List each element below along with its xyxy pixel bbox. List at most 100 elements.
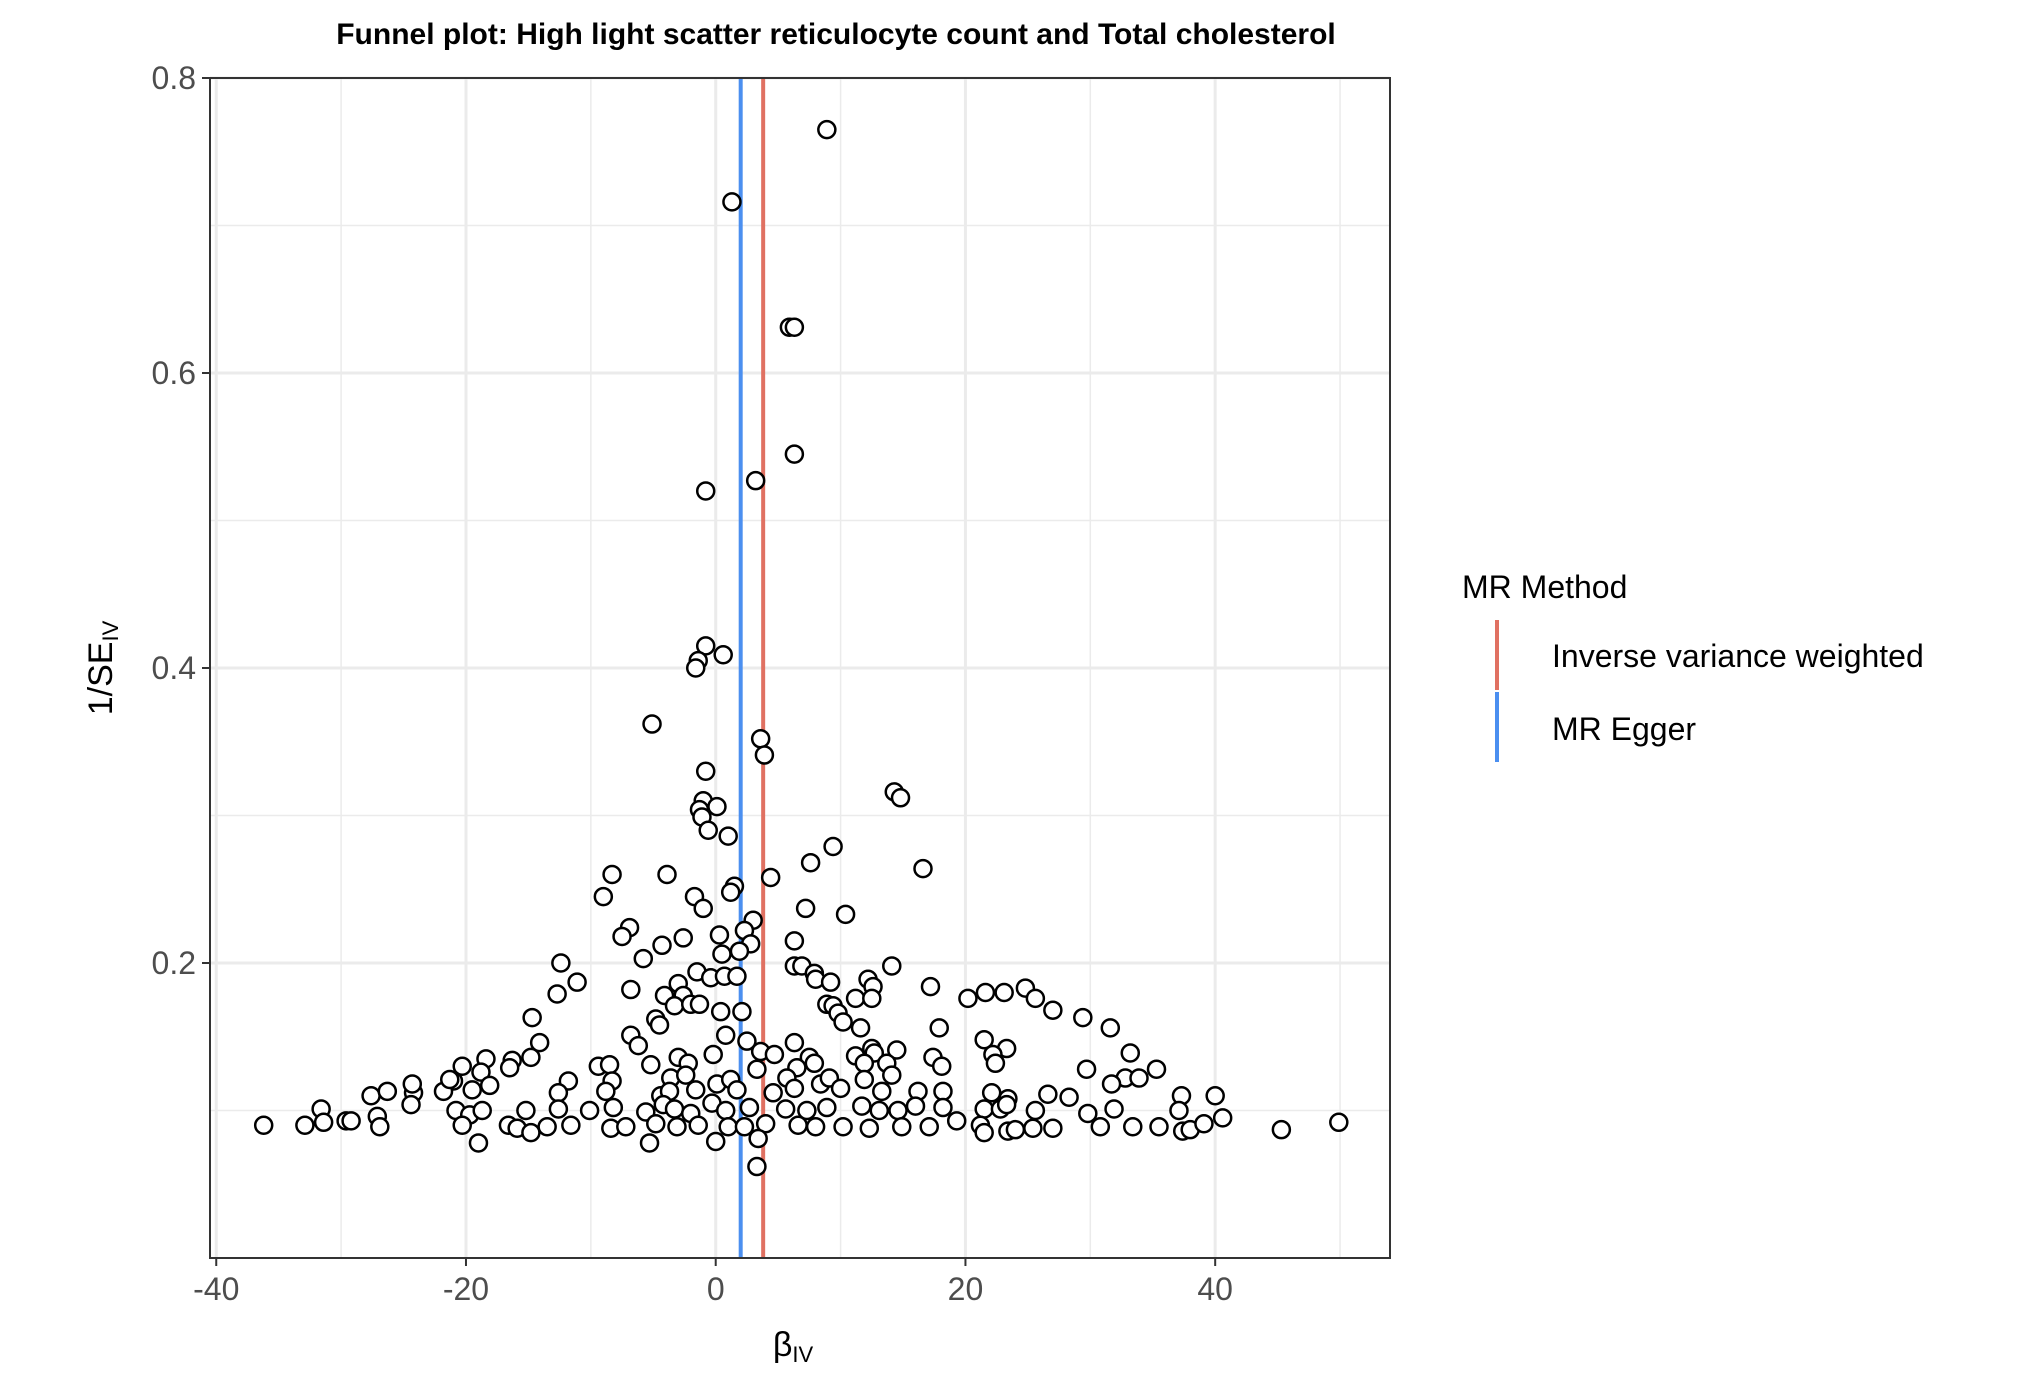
data-point: [888, 1100, 908, 1121]
data-point: [664, 1099, 685, 1119]
data-point: [929, 1018, 949, 1038]
data-point: [727, 1080, 747, 1100]
legend-label-mr-egger: MR Egger: [1552, 711, 1696, 747]
data-point: [537, 1116, 557, 1137]
data-point: [919, 1116, 939, 1137]
data-point: [981, 1083, 1002, 1103]
data-point: [933, 1097, 953, 1118]
data-point: [1023, 1118, 1043, 1138]
y-axis-title-main: 1/SE: [82, 642, 120, 716]
data-point: [688, 1115, 708, 1135]
data-point: [974, 1122, 994, 1143]
reference-lines: [738, 78, 766, 1258]
data-point: [882, 1065, 902, 1085]
data-point: [579, 1100, 600, 1121]
x-axis-ticks: -40 -20 0 20 40: [193, 1258, 1233, 1307]
data-point: [1090, 1116, 1111, 1137]
data-point: [974, 1099, 994, 1119]
data-point: [820, 972, 841, 992]
data-point: [817, 119, 837, 140]
data-point: [931, 1056, 952, 1076]
data-point: [628, 1035, 649, 1056]
data-point: [850, 1018, 871, 1038]
data-point: [764, 1044, 785, 1065]
data-point: [370, 1116, 390, 1137]
data-point: [602, 864, 622, 885]
data-point: [599, 1055, 620, 1075]
data-point: [1005, 1119, 1026, 1140]
data-point: [1146, 1059, 1167, 1079]
data-point: [1271, 1119, 1292, 1140]
data-point: [920, 976, 941, 997]
data-point: [695, 761, 716, 781]
data-point: [499, 1057, 520, 1078]
data-point: [616, 1116, 636, 1137]
data-point: [854, 1069, 875, 1090]
data-point: [705, 1131, 726, 1152]
legend-title: MR Method: [1462, 569, 1627, 605]
data-point: [913, 858, 933, 879]
data-point: [439, 1069, 460, 1090]
data-point: [313, 1112, 334, 1133]
y-tick-label: 0.2: [152, 945, 196, 981]
data-point: [646, 1114, 666, 1134]
data-point: [361, 1086, 381, 1106]
data-point: [805, 1116, 826, 1137]
data-point: [1043, 1000, 1063, 1020]
data-point: [750, 729, 771, 749]
data-point: [479, 1075, 500, 1096]
data-point: [892, 1116, 912, 1137]
legend: MR Method Inverse variance weighted MR E…: [1462, 569, 1924, 762]
data-point: [621, 979, 641, 1000]
x-tick-label: 0: [707, 1271, 725, 1307]
data-point: [823, 836, 843, 857]
x-axis-title-subscript: IV: [792, 1342, 813, 1367]
y-axis-title-subscript: IV: [98, 620, 123, 641]
data-point: [675, 1065, 696, 1085]
data-point: [784, 317, 805, 338]
data-point: [551, 953, 571, 973]
data-point: [377, 1081, 398, 1102]
data-point: [958, 988, 978, 1009]
data-point: [561, 1115, 581, 1135]
data-point: [996, 1094, 1017, 1115]
data-point: [516, 1100, 536, 1121]
data-point: [859, 1118, 880, 1138]
x-axis-title-main: β: [773, 1326, 793, 1364]
data-point: [775, 1099, 796, 1119]
data-point: [862, 988, 882, 1009]
data-point: [664, 996, 685, 1016]
data-point: [784, 1078, 805, 1099]
data-point: [1123, 1116, 1143, 1137]
data-point: [521, 1047, 541, 1068]
data-point: [698, 820, 718, 840]
data-point: [673, 928, 693, 948]
data-point: [1194, 1114, 1214, 1134]
data-point: [567, 972, 587, 992]
data-point: [745, 470, 766, 491]
data-point: [845, 988, 866, 1009]
data-point: [833, 1012, 853, 1032]
data-point: [639, 1133, 660, 1153]
data-point: [797, 1100, 817, 1121]
data-point: [804, 1053, 825, 1074]
data-point: [1078, 1103, 1098, 1124]
data-point: [737, 1031, 757, 1051]
data-point: [715, 1100, 736, 1121]
data-point: [712, 944, 732, 964]
chart-title: Funnel plot: High light scatter reticulo…: [336, 18, 1336, 51]
data-point: [784, 444, 805, 464]
data-point: [642, 714, 662, 734]
data-point: [548, 1083, 569, 1103]
data-point: [596, 1081, 616, 1102]
data-point: [1043, 1118, 1063, 1138]
data-point: [685, 1080, 706, 1100]
y-tick-label: 0.4: [152, 650, 196, 686]
data-point: [1100, 1018, 1121, 1038]
data-point: [869, 1100, 890, 1121]
data-point: [994, 982, 1014, 1003]
data-point: [718, 826, 738, 846]
data-point: [657, 864, 677, 885]
data-point: [854, 1053, 875, 1074]
data-point: [593, 886, 614, 907]
